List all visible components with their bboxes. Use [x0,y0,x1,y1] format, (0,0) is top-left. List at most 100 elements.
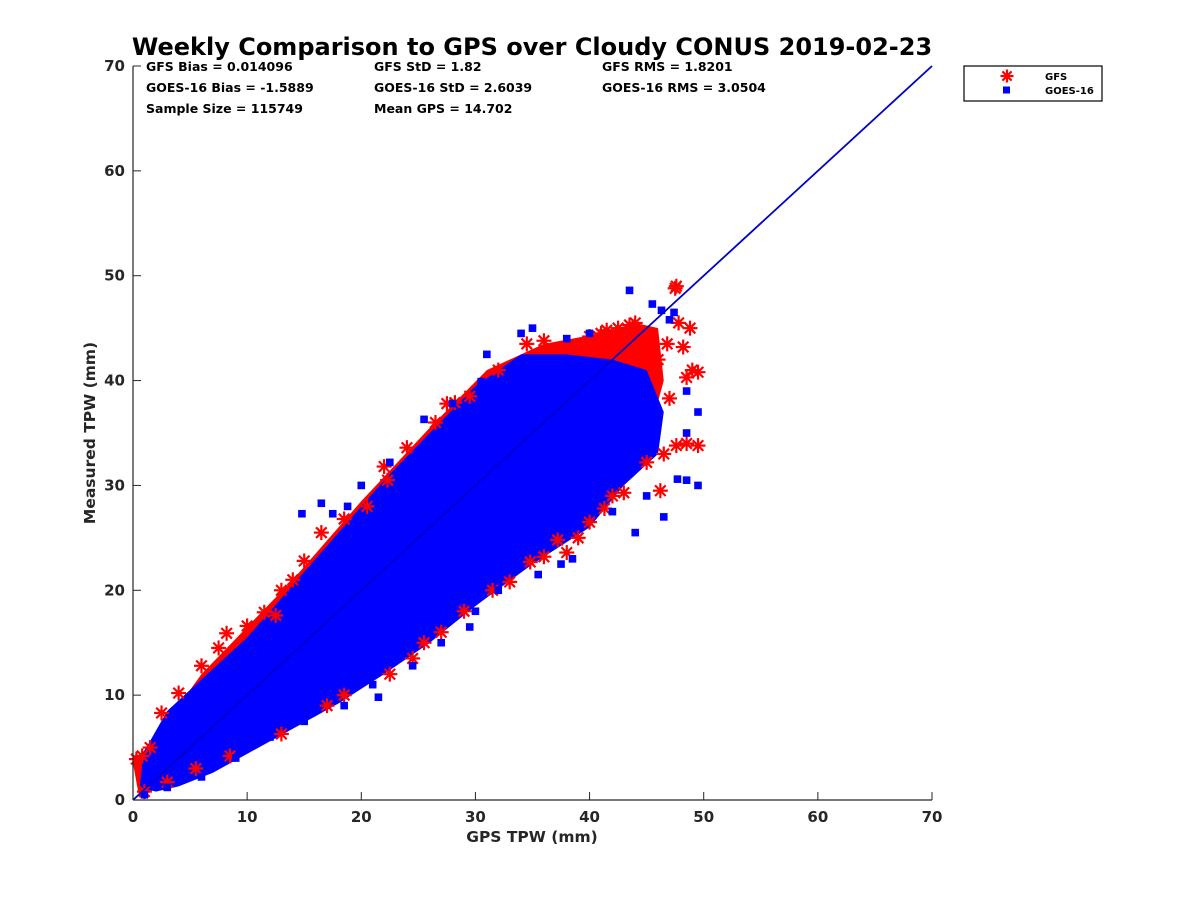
gfs-point [256,604,272,620]
gfs-point [652,483,668,499]
goes16-point [357,481,366,490]
goes16-point [448,399,457,408]
goes16-point [562,334,571,343]
goes16-point [408,661,417,670]
gfs-point [690,364,706,380]
goes16-point [625,286,634,295]
gfs-point [273,726,289,742]
legend-marker-goes16 [1003,86,1010,94]
goes16-point [517,329,525,338]
goes16-point [386,458,394,467]
goes16-point [437,638,445,647]
legend: GFS GOES-16 [963,65,1103,102]
gfs-point [661,390,677,406]
goes16-point [328,509,337,518]
gfs-point [671,315,687,331]
goes16-point [471,607,480,616]
axes: 0 10 20 30 40 50 60 70 0 10 20 30 40 50 60 70 [104,57,942,826]
stat-text: GFS StD = 1.82 [374,59,482,74]
gfs-point [682,320,698,336]
goes16-point [659,513,668,521]
goes16-point [585,329,594,338]
goes16-point [368,680,377,689]
gfs-point [171,685,187,701]
stat-text: GFS Bias = 0.014096 [146,59,293,74]
x-tick-label: 20 [351,808,372,826]
goes16-point [420,415,428,424]
chart-title: Weekly Comparison to GPS over Cloudy CON… [132,33,932,61]
gfs-point [193,658,209,674]
gfs-point [650,352,666,368]
gfs-point [536,549,552,565]
y-tick-label: 40 [104,372,125,390]
gfs-point [359,498,375,514]
gfs-point [627,315,643,331]
y-tick-label: 0 [115,791,125,809]
goes16-point [465,623,474,631]
goes16-point [673,475,682,483]
y-tick-label: 60 [104,162,125,180]
gfs-point [570,530,586,546]
goes16-point [557,560,565,568]
stat-text: Mean GPS = 14.702 [374,101,512,116]
gfs-point [142,740,158,756]
x-tick-label: 70 [922,808,943,826]
goes16-point [140,790,149,799]
gfs-point [380,472,396,488]
goes16-point [694,481,702,490]
y-tick-label: 50 [104,267,125,285]
gfs-point [610,320,626,336]
goes16-point [682,476,691,484]
data-clouds [133,322,664,795]
goes16-point [568,555,577,563]
goes16-point [403,641,411,649]
x-tick-label: 60 [807,808,828,826]
legend-label: GOES-16 [1045,86,1094,97]
gfs-point [659,336,675,352]
y-tick-label: 10 [104,686,125,704]
y-tick-label: 20 [104,581,125,599]
gfs-point [211,640,227,656]
goes16-point [665,315,674,324]
gfs-point [154,705,170,721]
y-axis-label: Measured TPW (mm) [81,342,99,524]
statistics-annotations: GFS Bias = 0.014096 GFS StD = 1.82 GFS RMS… [146,59,766,116]
goes16-point [682,387,691,395]
gfs-point [522,554,538,570]
stat-text: GOES-16 Bias = -1.5889 [146,80,314,95]
goes16-point [317,499,326,508]
gfs-point [416,635,432,651]
gfs-point [456,603,472,619]
goes16-point [682,429,691,437]
goes16-point [483,350,491,359]
legend-box [963,65,1103,102]
gfs-point [296,553,312,569]
gfs-point [239,618,255,634]
gfs-point [582,514,598,530]
gfs-point [219,625,235,641]
gfs-point [559,339,575,355]
gfs-point [668,438,684,454]
goes16-point [266,733,274,741]
gfs-point [639,454,655,470]
gfs-point [502,574,518,590]
x-tick-label: 10 [237,808,258,826]
gfs-point [399,440,415,456]
goes16-point [477,377,485,386]
gfs-point [285,572,301,588]
x-tick-label: 50 [693,808,714,826]
y-tick-label: 70 [104,57,125,75]
goes16-point [298,509,306,518]
gfs-point [1000,69,1014,83]
goes16-point [534,570,543,579]
gfs-point [319,698,335,714]
gfs-point [690,438,706,454]
goes16-point [343,502,352,511]
goes16-point-cloud [139,354,664,792]
gfs-point [336,687,352,703]
x-tick-label: 30 [465,808,486,826]
gfs-point [382,666,398,682]
stat-text: GFS RMS = 1.8201 [602,59,733,74]
gfs-point [550,532,566,548]
gfs-point [490,362,506,378]
